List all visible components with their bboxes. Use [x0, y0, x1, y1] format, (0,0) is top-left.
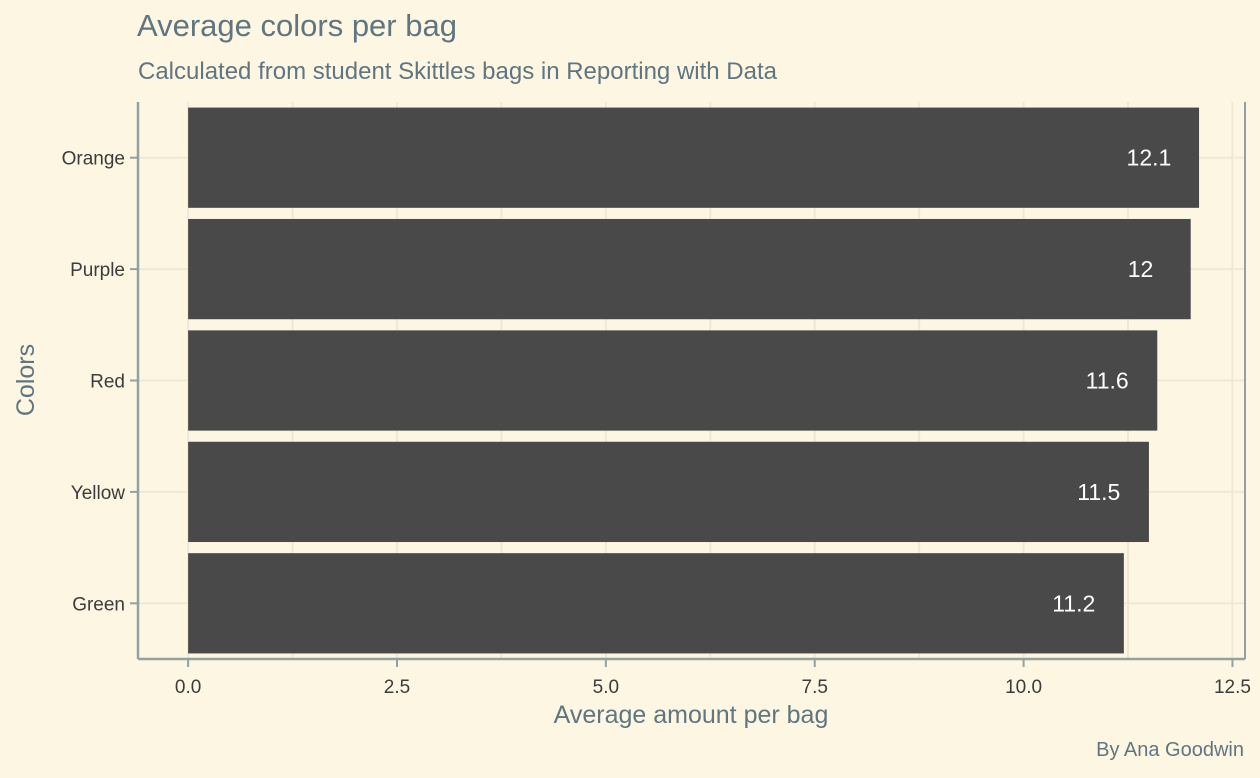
y-tick-label-orange: Orange: [62, 149, 125, 170]
bar-label-yellow: 11.5: [1077, 479, 1120, 505]
bar-label-orange: 12.1: [1127, 145, 1172, 171]
y-tick-label-yellow: Yellow: [71, 483, 126, 504]
chart-subtitle: Calculated from student Skittles bags in…: [138, 58, 777, 85]
x-tick-label: 7.5: [802, 677, 828, 698]
y-tick-label-red: Red: [90, 372, 125, 393]
x-tick-label: 2.5: [384, 677, 410, 698]
x-tick-label: 10.0: [1005, 677, 1042, 698]
bar-red: [188, 330, 1158, 431]
y-tick-label-green: Green: [72, 594, 125, 615]
bar-purple: [188, 218, 1191, 320]
chart-title: Average colors per bag: [137, 8, 457, 43]
x-tick-label: 12.5: [1214, 677, 1251, 698]
bar-labels: 12.1 12 11.6 11.5 11.2: [1052, 145, 1171, 617]
bar-label-red: 11.6: [1086, 368, 1129, 394]
y-tick-label-purple: Purple: [70, 260, 125, 281]
bar-orange: [188, 107, 1200, 208]
x-axis-title: Average amount per bag: [554, 701, 829, 729]
bar-green: [188, 553, 1124, 654]
chart-caption: By Ana Goodwin: [1096, 739, 1244, 761]
bar-yellow: [188, 441, 1149, 543]
bar-label-green: 11.2: [1052, 590, 1095, 616]
x-tick-label: 0.0: [175, 677, 201, 698]
axes: 0.0 2.5 5.0 7.5 10.0 12.5 Orange Purple Red Yello…: [62, 102, 1251, 698]
x-tick-label: 5.0: [593, 677, 619, 698]
bar-label-purple: 12: [1128, 256, 1154, 282]
bars: [188, 107, 1200, 654]
y-axis-title: Colors: [12, 344, 40, 416]
